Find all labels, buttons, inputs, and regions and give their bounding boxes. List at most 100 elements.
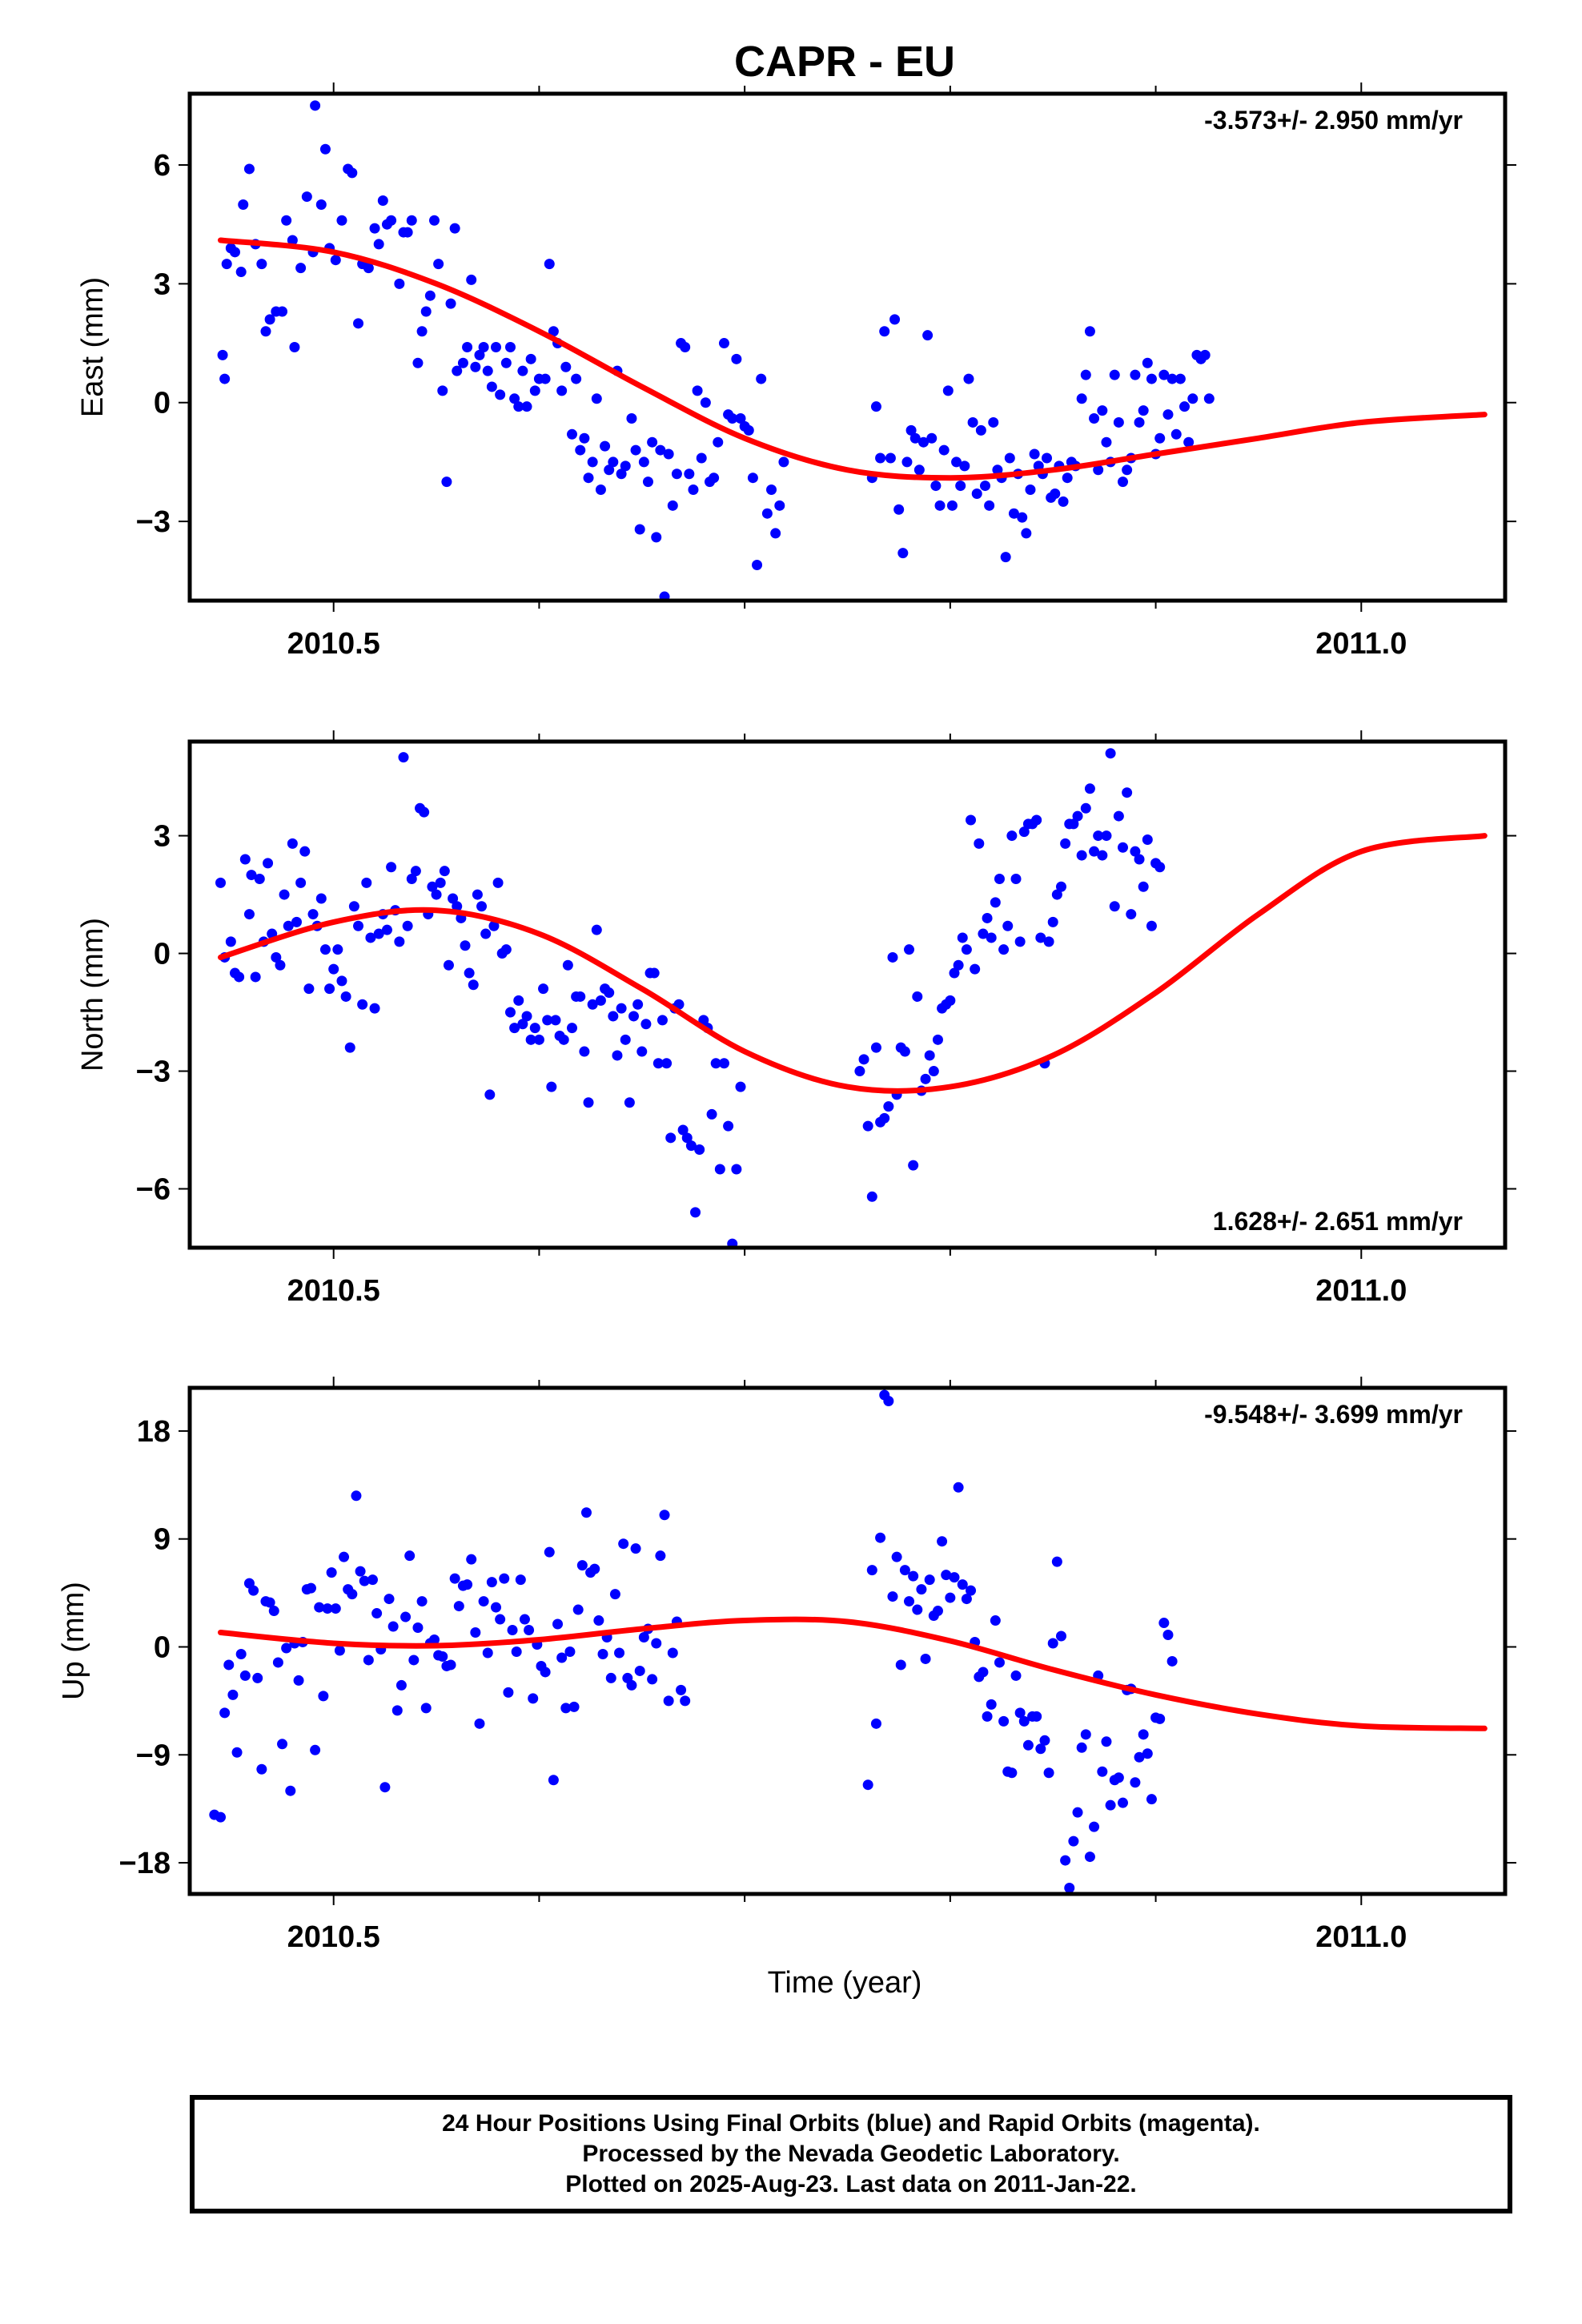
y-tick-label: −6: [136, 1173, 171, 1207]
x-tick-label: 2010.5: [287, 1274, 380, 1308]
data-point: [482, 1647, 493, 1659]
data-point: [677, 1124, 689, 1136]
data-point: [866, 1565, 877, 1576]
data-point: [239, 1670, 251, 1681]
data-point: [912, 1604, 923, 1615]
data-point: [661, 1058, 673, 1069]
data-point: [651, 1638, 662, 1649]
data-point: [980, 480, 991, 492]
data-point: [322, 1603, 333, 1614]
data-point: [517, 1019, 528, 1030]
data-point: [466, 1554, 477, 1565]
data-point: [238, 199, 249, 210]
data-point: [1142, 1748, 1153, 1759]
data-point: [319, 143, 331, 155]
data-point: [511, 1646, 522, 1657]
data-point: [1187, 393, 1199, 404]
data-point: [326, 1567, 337, 1578]
data-point: [406, 215, 417, 226]
data-point: [883, 1395, 894, 1406]
y-tick-label: 6: [154, 149, 171, 183]
data-point: [1072, 810, 1083, 822]
data-point: [1062, 472, 1073, 484]
data-point: [684, 468, 695, 480]
data-point: [504, 1007, 516, 1018]
data-point: [394, 936, 405, 947]
data-point: [256, 259, 267, 270]
data-point: [978, 928, 989, 939]
data-point: [605, 1672, 616, 1683]
data-point: [383, 1594, 395, 1605]
fit-curve: [218, 237, 1488, 481]
data-point: [1105, 1799, 1116, 1811]
data-point: [1097, 1766, 1108, 1777]
data-point: [1158, 1618, 1170, 1629]
y-tick-label: 9: [154, 1523, 171, 1557]
data-point: [1084, 783, 1095, 794]
data-point: [1080, 369, 1091, 380]
data-point: [710, 1058, 721, 1069]
data-point: [714, 1164, 725, 1175]
data-point: [538, 983, 549, 995]
data-point: [608, 456, 619, 468]
data-point: [908, 1160, 919, 1171]
fit-curve: [218, 1616, 1488, 1731]
data-point: [351, 1490, 362, 1502]
data-point: [966, 814, 977, 826]
data-point: [324, 983, 335, 995]
data-point: [361, 877, 372, 888]
data-point: [604, 464, 615, 476]
data-point: [433, 259, 444, 270]
data-point: [587, 456, 598, 468]
data-point: [217, 349, 228, 360]
data-point: [336, 215, 347, 226]
data-point: [971, 488, 982, 499]
data-point: [899, 1046, 910, 1057]
data-point: [1122, 464, 1133, 476]
data-point: [1029, 448, 1040, 460]
data-point: [955, 480, 966, 492]
data-point: [1199, 349, 1211, 360]
plot-frame: [187, 91, 1508, 603]
data-point: [1146, 920, 1157, 931]
data-point: [1134, 854, 1145, 865]
data-point: [887, 951, 898, 963]
data-point: [934, 500, 946, 511]
data-point: [254, 873, 265, 884]
data-point: [862, 1120, 873, 1132]
data-point: [435, 877, 446, 888]
data-point: [1017, 512, 1028, 523]
data-point: [285, 1785, 296, 1796]
data-point: [229, 247, 240, 258]
y-tick-label: 3: [154, 267, 171, 301]
data-point: [587, 999, 598, 1010]
data-point: [727, 1238, 738, 1248]
data-point: [428, 215, 440, 226]
data-point: [604, 987, 615, 999]
data-point: [652, 1058, 664, 1069]
data-point: [595, 485, 606, 496]
data-point: [953, 1482, 964, 1493]
data-point: [357, 999, 368, 1010]
data-point: [1130, 1777, 1141, 1788]
data-point: [348, 901, 359, 912]
data-point: [854, 1066, 865, 1077]
data-point: [614, 1647, 625, 1659]
data-point: [272, 1657, 283, 1668]
data-point: [1000, 552, 1011, 563]
data-point: [961, 1594, 972, 1605]
data-point: [550, 1015, 561, 1026]
data-point: [365, 932, 376, 943]
data-point: [681, 1132, 693, 1144]
data-point: [513, 995, 524, 1006]
data-point: [1002, 920, 1014, 931]
data-point: [369, 223, 380, 234]
data-point: [747, 472, 758, 484]
data-point: [1076, 393, 1087, 404]
data-point: [1118, 1797, 1129, 1808]
data-point: [1101, 1736, 1112, 1747]
data-point: [509, 393, 520, 404]
data-point: [1018, 826, 1030, 838]
y-axis-label: Up (mm): [57, 1582, 90, 1700]
data-point: [386, 862, 397, 873]
